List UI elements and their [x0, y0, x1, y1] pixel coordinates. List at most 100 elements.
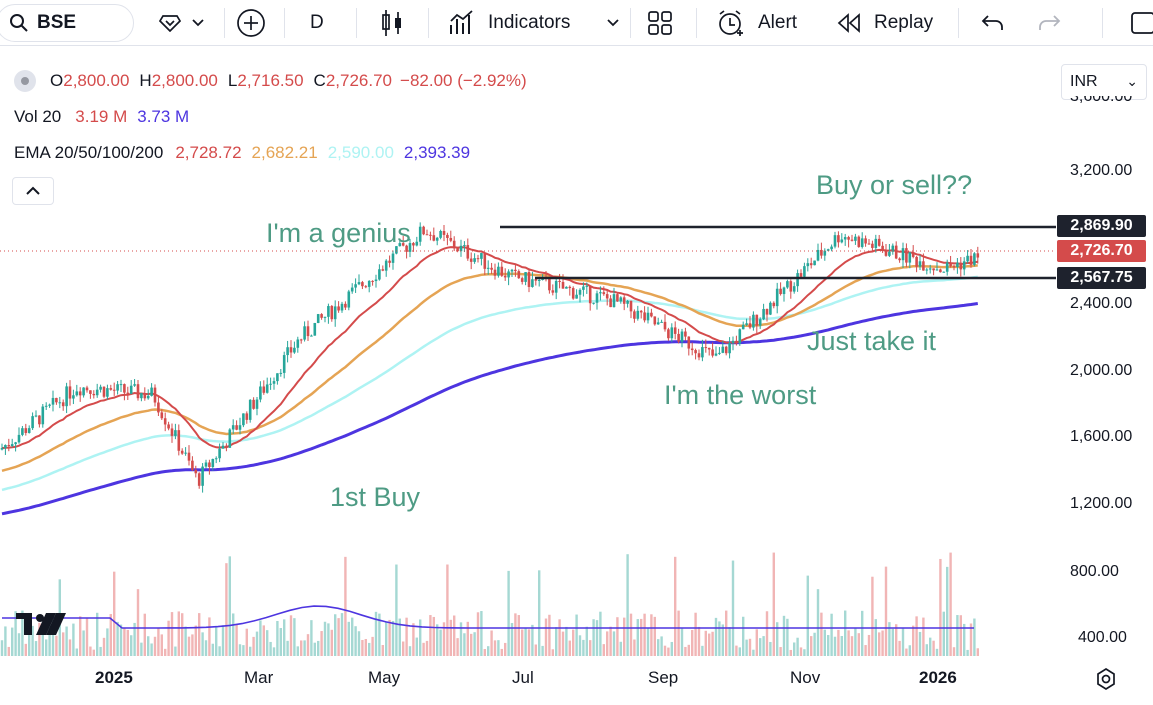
- candle-body: [231, 425, 235, 430]
- candle-body: [796, 273, 799, 287]
- candle-body: [323, 316, 327, 318]
- volume-bar: [572, 629, 575, 656]
- volume-bar: [388, 619, 391, 656]
- candle-body: [265, 384, 269, 393]
- indicators-dropdown[interactable]: [606, 0, 620, 46]
- annotation-worst[interactable]: I'm the worst: [664, 380, 817, 410]
- annotation-genius[interactable]: I'm a genius: [266, 218, 411, 248]
- candle-body: [316, 314, 320, 323]
- fullscreen-button[interactable]: [1130, 0, 1153, 46]
- volume-bar: [398, 618, 401, 656]
- volume-bar: [276, 621, 279, 656]
- alert-button[interactable]: Alert: [716, 0, 797, 46]
- volume-bar: [500, 648, 503, 656]
- volume-bar: [354, 626, 357, 656]
- candle-body: [578, 289, 582, 295]
- candle-body: [61, 402, 65, 407]
- volume-bar: [487, 646, 490, 656]
- replay-button[interactable]: Replay: [836, 0, 933, 46]
- volume-bar: [41, 630, 44, 656]
- volume-bar: [323, 621, 327, 656]
- volume-bar: [194, 625, 197, 656]
- change-value: −82.00 (−2.92%): [400, 71, 527, 90]
- rewind-icon: [837, 13, 860, 33]
- candle-body: [837, 235, 840, 243]
- volume-legend[interactable]: Vol 20 3.19 M 3.73 M: [14, 107, 189, 127]
- add-symbol-button[interactable]: [236, 0, 266, 46]
- candle-body: [939, 269, 942, 273]
- chart-type-button[interactable]: [380, 0, 406, 46]
- volume-bar: [429, 615, 432, 656]
- volume-bar: [211, 643, 214, 656]
- visibility-icon[interactable]: [14, 70, 36, 92]
- candle-body: [612, 294, 616, 308]
- volume-bar: [969, 623, 973, 656]
- undo-button[interactable]: [980, 0, 1006, 46]
- candle-body: [799, 273, 803, 277]
- volume-bar: [167, 620, 170, 656]
- candle-body: [75, 391, 79, 396]
- last-price-tag: 2,726.70: [1057, 240, 1146, 262]
- ema-legend[interactable]: EMA 20/50/100/200 2,728.72 2,682.21 2,59…: [14, 143, 470, 163]
- volume-bar: [235, 624, 238, 656]
- candle-body: [850, 239, 854, 241]
- volume-bar: [4, 626, 7, 656]
- candle-body: [395, 246, 398, 254]
- candle-body: [575, 294, 578, 299]
- collapse-legend-button[interactable]: [12, 177, 54, 205]
- candle-body: [976, 253, 980, 258]
- candle-body: [102, 386, 106, 397]
- candle-body: [143, 393, 147, 399]
- candle-body: [276, 373, 279, 382]
- layouts-button[interactable]: [646, 0, 674, 46]
- candle-body: [486, 267, 490, 269]
- candle-body: [133, 384, 136, 386]
- candle-body: [520, 278, 524, 282]
- candle-body: [391, 253, 395, 263]
- candle-body: [163, 418, 167, 425]
- candle-body: [568, 286, 572, 289]
- candle-body: [894, 245, 898, 259]
- settings-button[interactable]: [1094, 656, 1118, 702]
- annotation-just-take-it[interactable]: Just take it: [807, 326, 937, 356]
- currency-select[interactable]: INR ⌄: [1061, 64, 1147, 100]
- undo-icon: [981, 15, 1003, 30]
- volume-bar: [422, 642, 425, 656]
- volume-bar: [898, 640, 901, 656]
- candle-body: [592, 302, 595, 304]
- volume-bar: [249, 646, 252, 656]
- volume-bar: [344, 556, 347, 656]
- candle-body: [41, 406, 45, 425]
- volume-bar: [765, 611, 769, 656]
- resistance-price-tag[interactable]: 2,869.90: [1057, 215, 1146, 237]
- candle-body: [439, 230, 442, 238]
- candle-body: [218, 448, 221, 459]
- candle-body: [4, 444, 7, 449]
- volume-bar: [476, 612, 480, 656]
- candle-body: [847, 237, 850, 240]
- candle-body: [303, 326, 306, 340]
- candle-body: [826, 249, 830, 251]
- volume-bar: [602, 644, 605, 656]
- candle-body: [197, 473, 201, 486]
- annotation-first-buy[interactable]: 1st Buy: [330, 482, 421, 512]
- symbol-search[interactable]: BSE: [0, 4, 134, 42]
- high-label: H: [139, 71, 152, 90]
- volume-bar: [810, 636, 813, 656]
- candle-body: [367, 280, 371, 287]
- annotation-buy-or-sell[interactable]: Buy or sell??: [816, 170, 973, 200]
- candle-body: [816, 249, 820, 261]
- candle-body: [602, 292, 606, 295]
- candle-body: [830, 246, 833, 250]
- volume-bar: [385, 621, 388, 656]
- redo-button[interactable]: [1036, 0, 1062, 46]
- candle-body: [738, 329, 742, 344]
- exchange-selector-button[interactable]: [142, 0, 222, 46]
- volume-bar: [646, 628, 650, 656]
- support-price-tag[interactable]: 2,567.75: [1057, 267, 1146, 289]
- volume-bar: [912, 625, 915, 656]
- interval-button[interactable]: D: [310, 0, 334, 46]
- volume-bar: [296, 646, 299, 656]
- indicators-button[interactable]: Indicators: [448, 0, 570, 46]
